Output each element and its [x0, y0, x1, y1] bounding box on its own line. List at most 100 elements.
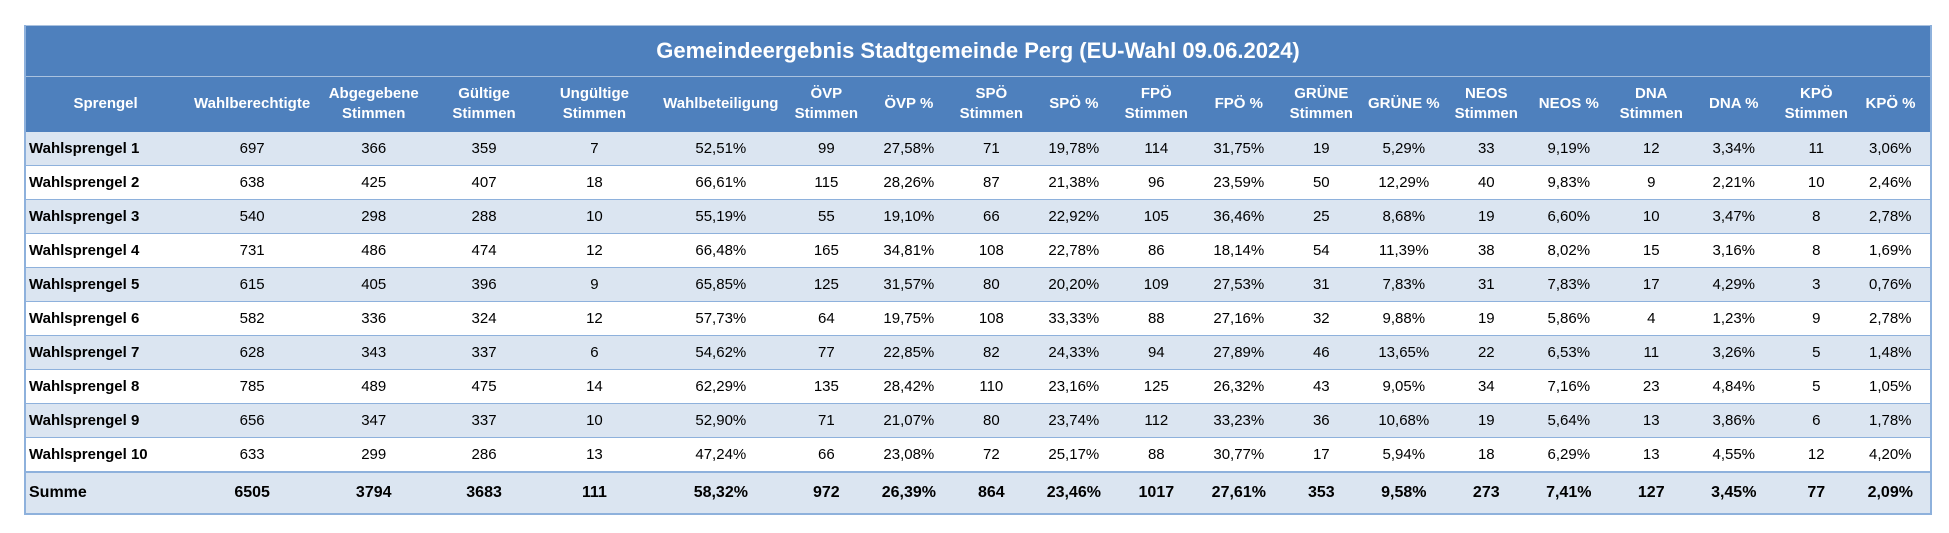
- column-header-label: DNA: [1635, 85, 1668, 102]
- table-cell: 11,39%: [1355, 233, 1452, 268]
- table-cell: 66,48%: [649, 233, 793, 268]
- total-cell: 273: [1452, 471, 1521, 515]
- table-cell: 10: [539, 403, 650, 438]
- table-cell: 9,88%: [1355, 301, 1452, 336]
- table-cell: 4,29%: [1685, 267, 1782, 302]
- table-cell: 17: [1287, 437, 1356, 473]
- column-header: DNA %: [1685, 76, 1783, 132]
- table-cell: 14: [539, 369, 650, 404]
- table-cell: 7: [539, 131, 650, 166]
- column-header-label: Stimmen: [562, 105, 627, 122]
- table-cell: 80: [957, 403, 1026, 438]
- table-cell: 19,78%: [1025, 131, 1123, 166]
- table-cell: 99: [792, 131, 861, 166]
- column-header: NEOS Stimmen: [1451, 76, 1522, 132]
- table-cell: 114: [1122, 131, 1191, 166]
- table-cell: 71: [792, 403, 861, 438]
- table-row: Wahlsprengel 8 785 489 475 14 62,29% 135 28,42%…: [25, 369, 1931, 404]
- table-cell: 366: [318, 131, 429, 166]
- table-cell: 3,47%: [1685, 199, 1782, 234]
- table-cell: 23,74%: [1025, 403, 1123, 438]
- table-cell: 64: [792, 301, 861, 336]
- total-cell: 111: [539, 471, 650, 515]
- table-cell: 407: [428, 165, 540, 200]
- table-cell: 2,78%: [1850, 301, 1931, 336]
- table-cell: 5,64%: [1520, 403, 1617, 438]
- table-cell: 62,29%: [649, 369, 793, 404]
- table-cell: 34: [1452, 369, 1521, 404]
- table-cell: 43: [1287, 369, 1356, 404]
- table-cell: 31: [1452, 267, 1521, 302]
- table-cell: 19: [1452, 301, 1521, 336]
- column-header-label: NEOS %: [1538, 95, 1599, 112]
- table-body: Wahlsprengel 1 697 366 359 7 52,51% 99 27,58% 71…: [25, 131, 1931, 473]
- table-cell: 5: [1781, 335, 1851, 370]
- table-cell: 66: [957, 199, 1026, 234]
- table-cell: 6: [1781, 403, 1851, 438]
- table-cell: 22: [1452, 335, 1521, 370]
- table-cell: 4: [1616, 301, 1686, 336]
- table-cell: 28,26%: [860, 165, 958, 200]
- table-cell: 33,33%: [1025, 301, 1123, 336]
- table-cell: 5,86%: [1520, 301, 1617, 336]
- table-cell: 11: [1781, 131, 1851, 166]
- column-header: FPÖ Stimmen: [1121, 76, 1192, 132]
- row-label: Wahlsprengel 5: [25, 267, 186, 302]
- table-cell: 474: [428, 233, 540, 268]
- total-cell: 27,61%: [1190, 471, 1288, 515]
- table-cell: 82: [957, 335, 1026, 370]
- table-cell: 22,92%: [1025, 199, 1123, 234]
- total-cell: 6505: [185, 471, 319, 515]
- total-cell: 23,46%: [1025, 471, 1123, 515]
- table-cell: 36: [1287, 403, 1356, 438]
- total-cell: 1017: [1122, 471, 1191, 515]
- table-cell: 71: [957, 131, 1026, 166]
- table-cell: 633: [185, 437, 319, 473]
- table-cell: 47,24%: [649, 437, 793, 473]
- table-cell: 19: [1452, 199, 1521, 234]
- row-label: Wahlsprengel 9: [25, 403, 186, 438]
- table-cell: 22,85%: [860, 335, 958, 370]
- column-header-label: Stimmen: [959, 105, 1023, 122]
- total-label: Summe: [25, 471, 186, 515]
- column-header-label: KPÖ: [1799, 85, 1833, 102]
- total-row: Summe 6505 3794 3683 111 58,32% 972 26,39% 864 23…: [25, 471, 1931, 515]
- table-cell: 4,84%: [1685, 369, 1782, 404]
- column-header: KPÖ %: [1850, 76, 1932, 132]
- table-cell: 31,75%: [1190, 131, 1288, 166]
- column-header: GRÜNE Stimmen: [1286, 76, 1357, 132]
- column-header-label: Stimmen: [1289, 105, 1353, 122]
- table-cell: 112: [1122, 403, 1191, 438]
- table-cell: 31: [1287, 267, 1356, 302]
- table-cell: 3,86%: [1685, 403, 1782, 438]
- row-label: Wahlsprengel 4: [25, 233, 186, 268]
- column-header: Ungültige Stimmen: [538, 76, 651, 132]
- column-header: Abgegebene Stimmen: [318, 76, 430, 132]
- table-cell: 1,05%: [1850, 369, 1931, 404]
- table-cell: 697: [185, 131, 319, 166]
- table-cell: 425: [318, 165, 429, 200]
- row-label: Wahlsprengel 6: [25, 301, 186, 336]
- table-cell: 52,51%: [649, 131, 793, 166]
- table-cell: 86: [1122, 233, 1191, 268]
- table-cell: 10,68%: [1355, 403, 1452, 438]
- column-header: Wahlbeteiligung: [649, 76, 793, 132]
- column-header: DNA Stimmen: [1616, 76, 1687, 132]
- table-cell: 34,81%: [860, 233, 958, 268]
- table-cell: 8,02%: [1520, 233, 1617, 268]
- table-cell: 8: [1781, 199, 1851, 234]
- table-row: Wahlsprengel 5 615 405 396 9 65,85% 125 31,57% 8…: [25, 267, 1931, 302]
- column-header: Sprengel: [24, 76, 187, 132]
- table-cell: 582: [185, 301, 319, 336]
- table-cell: 52,90%: [649, 403, 793, 438]
- column-header-row: Sprengel Wahlberechtigte Abgegebene Stimmen…: [24, 76, 1932, 132]
- table-cell: 25: [1287, 199, 1356, 234]
- table-cell: 19,75%: [860, 301, 958, 336]
- table-cell: 8,68%: [1355, 199, 1452, 234]
- table-cell: 540: [185, 199, 319, 234]
- table-cell: 4,55%: [1685, 437, 1782, 473]
- table-cell: 347: [318, 403, 429, 438]
- column-header-label: GRÜNE %: [1367, 95, 1440, 112]
- column-header-label: Stimmen: [452, 105, 516, 122]
- row-label: Wahlsprengel 10: [25, 437, 186, 473]
